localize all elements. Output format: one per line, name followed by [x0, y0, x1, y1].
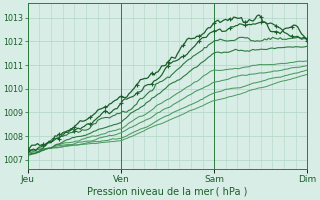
X-axis label: Pression niveau de la mer ( hPa ): Pression niveau de la mer ( hPa ) [87, 187, 248, 197]
